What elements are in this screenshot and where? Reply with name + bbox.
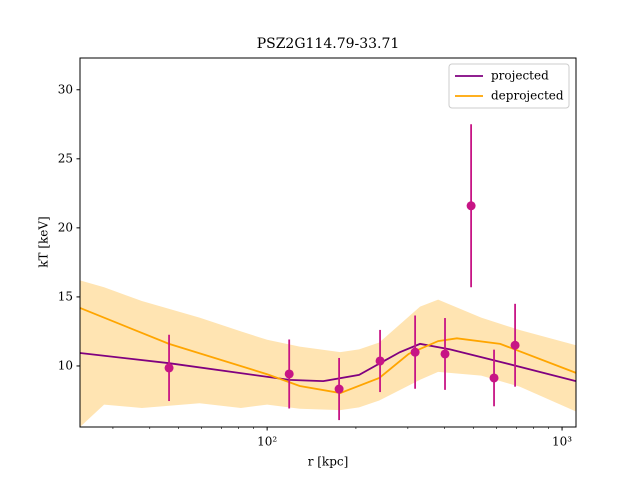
data-point bbox=[334, 384, 344, 394]
data-point bbox=[375, 356, 385, 366]
x-tick-label: 10² bbox=[257, 435, 277, 449]
y-tick-label: 15 bbox=[58, 289, 73, 303]
data-point bbox=[410, 347, 420, 357]
plot bbox=[80, 124, 576, 427]
data-point bbox=[284, 369, 294, 379]
legend-box bbox=[448, 63, 570, 109]
data-point bbox=[440, 349, 450, 359]
y-tick-label: 30 bbox=[58, 82, 73, 96]
data-point bbox=[489, 373, 499, 383]
axes-frame bbox=[79, 57, 577, 428]
data-point bbox=[510, 340, 520, 350]
y-tick-label: 20 bbox=[58, 220, 73, 234]
data-point bbox=[466, 201, 476, 211]
x-axis-label: r [kpc] bbox=[308, 455, 349, 469]
y-tick-label: 10 bbox=[58, 358, 73, 372]
x-tick-label: 10³ bbox=[552, 435, 572, 449]
legend-label: projected bbox=[491, 69, 549, 83]
y-tick-label: 25 bbox=[58, 151, 73, 165]
legend-label: deprojected bbox=[491, 89, 564, 103]
chart-title: PSZ2G114.79-33.71 bbox=[257, 36, 400, 52]
data-point bbox=[164, 363, 174, 373]
confidence-band bbox=[80, 280, 576, 427]
y-axis-label: kT [keV] bbox=[37, 216, 51, 268]
